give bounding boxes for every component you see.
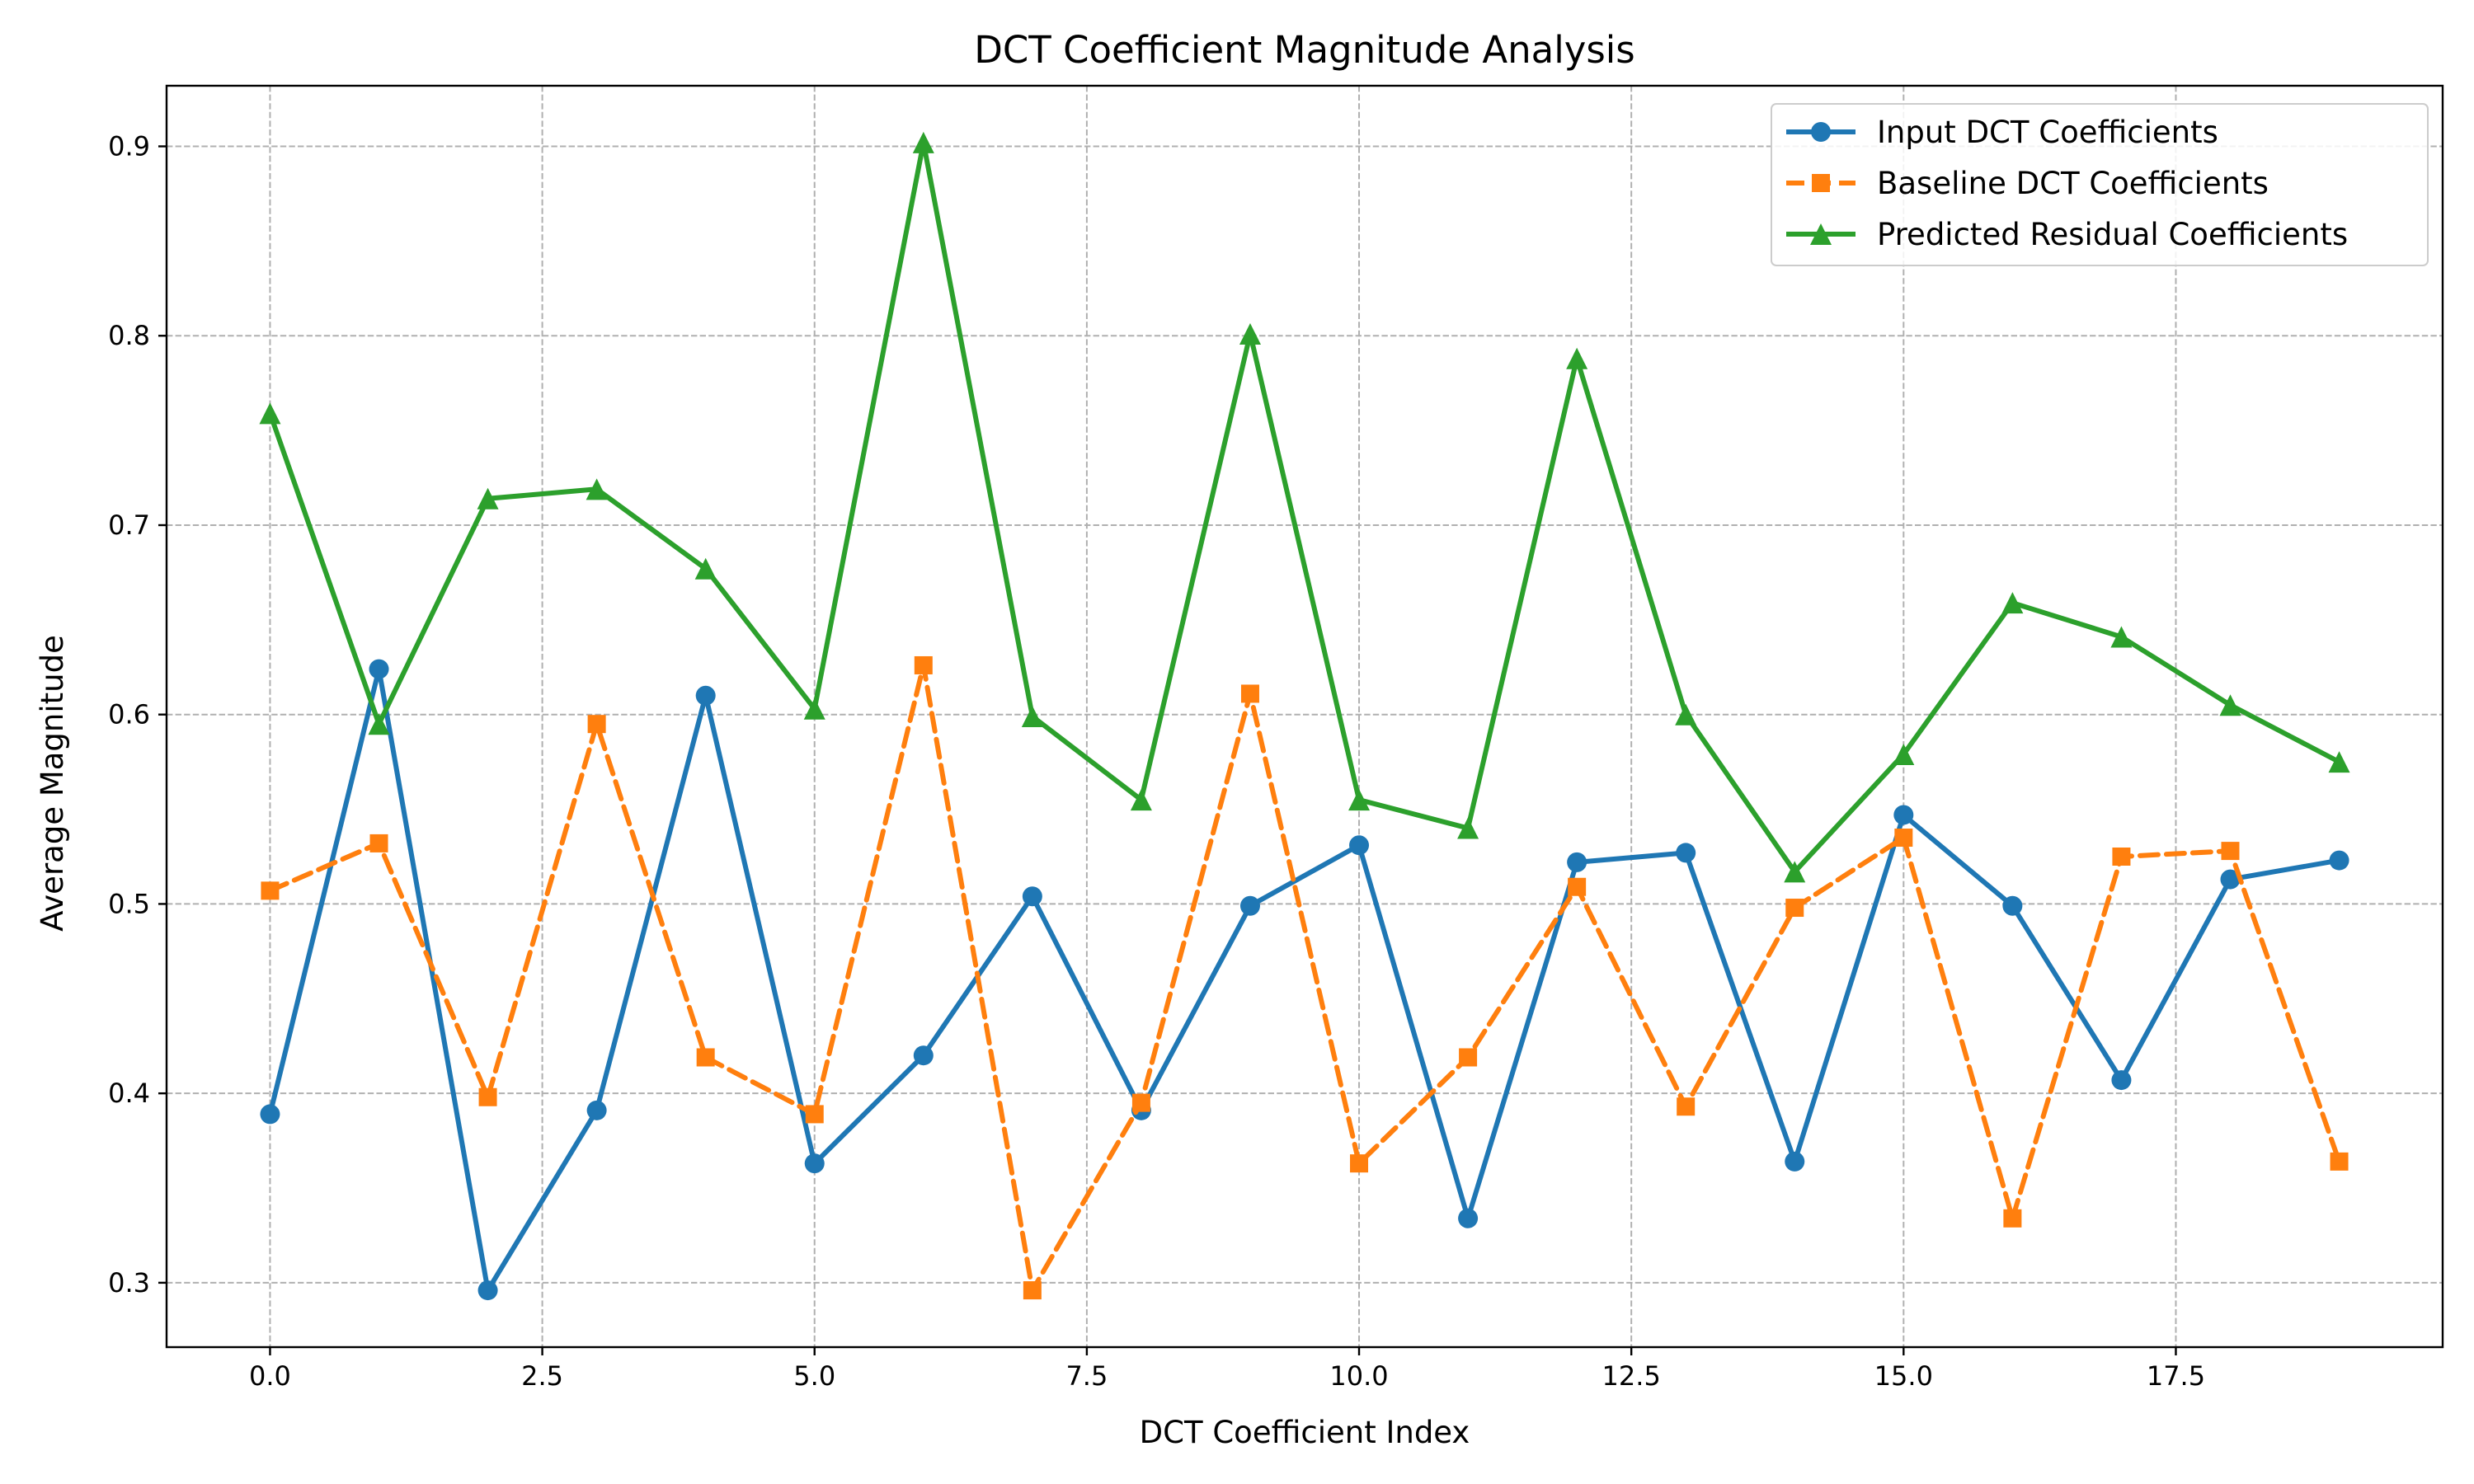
x-tick-label: 12.5 bbox=[1602, 1360, 1661, 1392]
legend-label: Input DCT Coefficients bbox=[1877, 115, 2218, 150]
legend-marker bbox=[1811, 122, 1831, 142]
data-point bbox=[1893, 743, 1915, 765]
legend-label: Predicted Residual Coefficients bbox=[1877, 217, 2348, 252]
data-point bbox=[1022, 886, 1042, 907]
data-point bbox=[1023, 1281, 1042, 1300]
data-point bbox=[912, 131, 934, 153]
data-point bbox=[1784, 861, 1806, 883]
data-point bbox=[2219, 694, 2241, 716]
data-point bbox=[1130, 789, 1152, 811]
x-tick-label: 2.5 bbox=[521, 1360, 563, 1392]
series-line bbox=[267, 139, 2342, 875]
y-tick-label: 0.3 bbox=[108, 1267, 150, 1298]
data-point bbox=[2110, 626, 2133, 648]
x-tick-label: 10.0 bbox=[1329, 1360, 1388, 1392]
data-point bbox=[1457, 817, 1479, 839]
data-point bbox=[1893, 805, 1914, 825]
data-point bbox=[2112, 848, 2131, 866]
series-line bbox=[267, 666, 2342, 1294]
data-point bbox=[2220, 869, 2241, 890]
plot-area-frame bbox=[165, 84, 2444, 1349]
data-point bbox=[2111, 1070, 2132, 1091]
data-point bbox=[369, 659, 389, 679]
data-point bbox=[1894, 829, 1913, 848]
data-point bbox=[1131, 1093, 1150, 1112]
y-axis-label: Average Magnitude bbox=[35, 635, 70, 932]
data-point bbox=[1350, 1154, 1369, 1173]
y-tick-label: 0.8 bbox=[108, 320, 150, 351]
series-triangle bbox=[259, 131, 2350, 883]
series-line bbox=[267, 663, 2342, 1294]
x-tick-label: 15.0 bbox=[1874, 1360, 1933, 1392]
data-point bbox=[369, 834, 388, 852]
data-point bbox=[586, 478, 608, 500]
series-layer bbox=[259, 131, 2350, 1301]
data-point bbox=[1785, 899, 1804, 918]
chart-title: DCT Coefficient Magnitude Analysis bbox=[974, 28, 1635, 72]
legend: Input DCT Coefficients Baseline DCT Coeff… bbox=[1771, 103, 2429, 266]
data-point bbox=[1240, 684, 1259, 703]
data-point bbox=[2330, 1152, 2349, 1171]
x-tick-label: 7.5 bbox=[1065, 1360, 1108, 1392]
series-square bbox=[261, 655, 2349, 1300]
data-point bbox=[1021, 706, 1043, 727]
data-point bbox=[1239, 895, 1260, 916]
data-point bbox=[696, 1048, 715, 1067]
data-point bbox=[2003, 1209, 2022, 1228]
y-tick-label: 0.6 bbox=[108, 699, 150, 730]
data-point bbox=[478, 1087, 497, 1106]
data-point bbox=[914, 655, 933, 674]
data-point bbox=[2001, 592, 2024, 614]
data-point bbox=[695, 685, 716, 706]
data-point bbox=[1568, 877, 1587, 896]
legend-marker bbox=[1810, 223, 1832, 245]
legend-frame bbox=[1771, 103, 2429, 266]
y-tick-label: 0.9 bbox=[108, 131, 150, 162]
data-point bbox=[2002, 895, 2023, 916]
data-point bbox=[477, 487, 499, 510]
data-point bbox=[1239, 322, 1261, 345]
data-point bbox=[913, 1045, 934, 1066]
data-point bbox=[694, 557, 717, 580]
data-point bbox=[259, 402, 281, 425]
data-point bbox=[586, 1100, 607, 1120]
data-point bbox=[1676, 843, 1696, 863]
x-tick-label: 17.5 bbox=[2147, 1360, 2205, 1392]
x-tick-label: 5.0 bbox=[793, 1360, 835, 1392]
data-point bbox=[2329, 850, 2349, 871]
data-point bbox=[1348, 789, 1371, 811]
data-point bbox=[1677, 1097, 1696, 1116]
series-circle bbox=[260, 659, 2349, 1301]
y-tick-label: 0.5 bbox=[108, 888, 150, 919]
data-point bbox=[1458, 1208, 1479, 1228]
data-point bbox=[1567, 852, 1587, 872]
data-point bbox=[1459, 1048, 1478, 1067]
data-point bbox=[1566, 347, 1588, 369]
data-point bbox=[368, 713, 390, 735]
legend-label: Baseline DCT Coefficients bbox=[1877, 166, 2269, 201]
x-tick-label: 0.0 bbox=[249, 1360, 291, 1392]
data-point bbox=[2221, 842, 2240, 861]
data-point bbox=[2328, 751, 2350, 773]
axis-ticks: 0.0 2.5 5.0 7.5 10.0 12.5 15.0 17.5 0.3 0.4 0.5 0.6… bbox=[108, 131, 2205, 1392]
data-point bbox=[1785, 1151, 1805, 1172]
data-point bbox=[803, 697, 825, 720]
legend-marker bbox=[1812, 174, 1830, 192]
y-tick-label: 0.4 bbox=[108, 1078, 150, 1109]
data-point bbox=[804, 1153, 825, 1174]
data-point bbox=[261, 881, 280, 900]
data-point bbox=[1675, 703, 1697, 726]
y-tick-label: 0.7 bbox=[108, 510, 150, 541]
x-axis-label: DCT Coefficient Index bbox=[1140, 1415, 1470, 1450]
data-point bbox=[1349, 835, 1370, 856]
data-point bbox=[477, 1280, 498, 1301]
data-point bbox=[260, 1104, 280, 1125]
data-point bbox=[805, 1105, 824, 1124]
data-point bbox=[587, 715, 606, 734]
